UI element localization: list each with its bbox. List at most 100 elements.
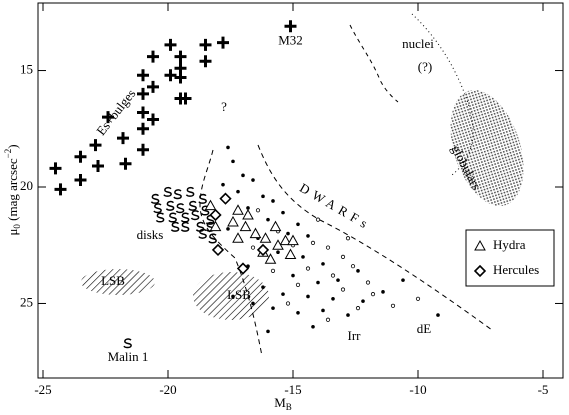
dot-marker <box>226 145 230 150</box>
s-marker <box>150 193 160 204</box>
plus-marker <box>89 139 102 152</box>
diamond-marker <box>209 208 222 222</box>
dot-marker <box>296 310 300 315</box>
diamond-marker <box>256 243 270 257</box>
s-marker <box>185 186 195 197</box>
circle-marker <box>325 245 331 250</box>
plus-marker <box>174 50 187 63</box>
dot-marker <box>236 189 240 194</box>
boundary-line <box>257 144 493 331</box>
plus-marker <box>174 62 187 75</box>
dot-marker <box>306 234 310 238</box>
dot-marker <box>271 199 275 203</box>
dot-marker <box>231 159 235 164</box>
dot-marker <box>321 262 325 266</box>
circle-marker <box>255 208 261 213</box>
triangle-marker <box>259 232 272 243</box>
circle-marker <box>340 254 346 259</box>
dot-marker <box>286 231 290 236</box>
plus-marker <box>199 38 212 51</box>
annotation: LSB <box>101 273 125 288</box>
dot-marker <box>266 329 270 334</box>
x-tick-label: -10 <box>409 382 426 397</box>
legend-box <box>465 229 555 287</box>
legend-label: Hercules <box>493 262 539 277</box>
y-axis-label: μ0 (mag arcsec−2) <box>3 144 22 235</box>
x-label-part: B <box>286 402 292 412</box>
circle-marker <box>345 236 351 241</box>
triangle-marker <box>287 234 299 246</box>
dot-marker <box>221 182 225 187</box>
plus-marker <box>147 50 159 63</box>
y-tick-label: 20 <box>20 178 33 193</box>
circle-marker <box>315 217 321 222</box>
s-marker <box>163 186 172 197</box>
circle-marker <box>285 301 291 306</box>
plus-marker <box>74 174 87 187</box>
x-tick-label: -25 <box>34 382 51 397</box>
plus-marker <box>179 92 192 105</box>
triangle-marker <box>249 227 262 239</box>
triangle-marker <box>242 208 254 220</box>
annotation: nuclei <box>402 36 434 51</box>
dot-marker <box>276 250 280 255</box>
dot-marker <box>356 269 360 273</box>
diamond-marker <box>219 192 232 205</box>
s-marker <box>155 212 165 223</box>
dot-marker <box>306 294 310 299</box>
plus-marker <box>117 132 129 145</box>
annotation: (?) <box>418 59 432 74</box>
circle-marker <box>330 273 336 278</box>
s-marker <box>180 221 190 232</box>
dot-marker <box>231 294 235 299</box>
dot-marker <box>281 292 285 296</box>
s-marker <box>198 228 207 239</box>
plus-marker <box>164 69 177 82</box>
annotation: disks <box>137 227 164 242</box>
triangle-marker <box>204 199 217 211</box>
dot-marker <box>436 313 440 317</box>
dot-marker <box>266 217 270 222</box>
dot-marker <box>401 278 405 282</box>
circle-marker <box>415 296 421 301</box>
diamond-marker <box>473 264 487 278</box>
triangle-marker <box>269 220 282 232</box>
plus-marker <box>54 183 67 196</box>
dot-marker <box>251 301 255 306</box>
y-label-part: −2 <box>3 149 13 159</box>
circle-marker <box>250 245 256 250</box>
triangle-marker <box>474 239 486 251</box>
annotation: Irr <box>348 328 362 343</box>
plus-marker <box>164 38 177 51</box>
dot-marker <box>346 313 350 317</box>
dot-marker <box>271 306 275 310</box>
dot-marker <box>381 290 385 294</box>
s-marker <box>205 214 215 225</box>
plus-marker <box>119 157 132 170</box>
triangle-marker <box>232 232 244 243</box>
plus-marker <box>137 106 149 119</box>
triangle-marker <box>209 220 222 232</box>
dot-marker <box>321 308 325 313</box>
diamond-marker <box>236 262 250 275</box>
dot-marker <box>336 278 340 282</box>
dot-marker <box>301 255 305 259</box>
y-label-part: ) <box>5 144 20 148</box>
lsb-region <box>193 272 269 320</box>
dot-marker <box>331 297 335 301</box>
circle-marker <box>350 264 356 269</box>
s-marker <box>153 203 162 214</box>
dot-marker <box>316 280 320 285</box>
s-marker <box>168 212 177 223</box>
y-label-part: 0 <box>12 224 22 229</box>
plus-marker <box>49 162 62 175</box>
x-tick-label: -5 <box>538 382 549 397</box>
circle-marker <box>340 287 346 292</box>
lsb-region <box>81 269 155 295</box>
plot-frame <box>37 2 564 379</box>
s-marker <box>208 233 217 244</box>
circle-marker <box>305 266 311 271</box>
dot-marker <box>361 299 365 303</box>
diamond-marker <box>211 243 225 257</box>
